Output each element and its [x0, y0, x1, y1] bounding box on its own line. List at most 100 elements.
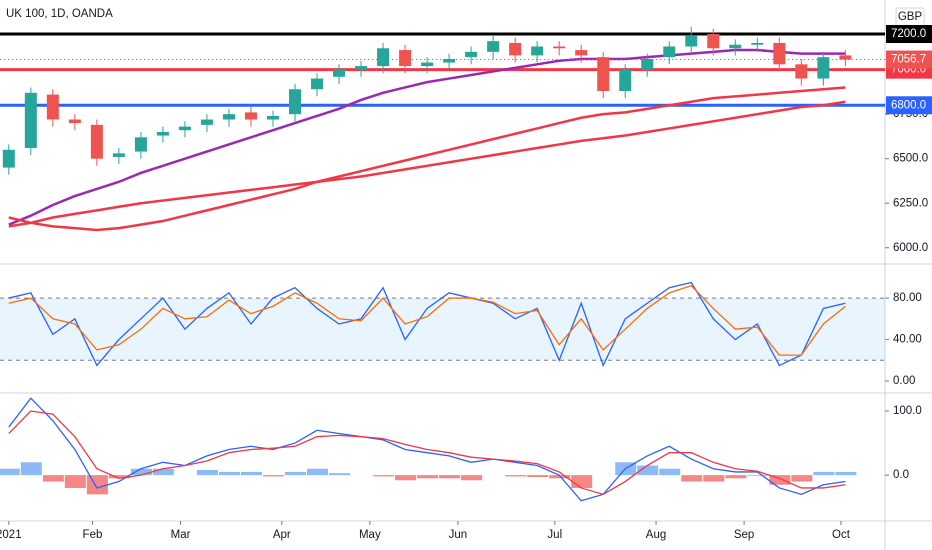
candle-body: [2, 149, 15, 168]
histogram-bar: [461, 475, 483, 481]
histogram-bar: [64, 475, 86, 488]
candle-body: [156, 131, 169, 136]
histogram-bar: [835, 471, 857, 476]
candle-body: [773, 42, 786, 65]
histogram-bar: [0, 468, 20, 476]
histogram-bar: [285, 471, 306, 476]
candle-body: [597, 57, 610, 92]
candle-body: [553, 46, 566, 49]
candle-body: [289, 89, 301, 115]
series-line: [8, 281, 846, 368]
candle-body: [377, 48, 390, 67]
histogram-bar: [307, 468, 329, 476]
y-tick-label: 0.00: [893, 375, 915, 387]
x-tick-label: Feb: [83, 529, 103, 541]
histogram-bar: [86, 475, 108, 495]
histogram-bar: [130, 468, 152, 476]
y-tick-label: 0.0: [893, 469, 909, 481]
candle-body: [90, 124, 103, 159]
candle-body: [839, 55, 852, 60]
candle-body: [443, 58, 456, 63]
candle-body: [729, 44, 742, 49]
candle-body: [46, 94, 59, 120]
y-tick-label: 6000.0: [893, 242, 928, 254]
histogram-bar: [152, 468, 174, 476]
candle-body: [641, 58, 654, 70]
histogram-bar: [395, 475, 417, 481]
candle-body: [619, 69, 632, 92]
histogram-bar: [813, 471, 835, 476]
candle-body: [663, 46, 676, 58]
candle-body: [399, 50, 412, 67]
histogram-bar: [218, 471, 240, 476]
level-badge: [886, 96, 932, 115]
level-label: 6800.0: [891, 99, 926, 111]
series-line: [8, 100, 846, 228]
y-tick-label: 40.00: [893, 334, 922, 346]
histogram-bar: [262, 475, 284, 477]
candle-body: [685, 35, 698, 47]
candle-body: [707, 34, 720, 49]
candle-body: [487, 41, 500, 52]
x-tick-label: Apr: [273, 529, 291, 541]
y-tick-label: 6500.0: [893, 153, 928, 165]
histogram-bar: [108, 475, 130, 479]
candle-body: [200, 119, 213, 125]
candle-body: [68, 119, 81, 124]
level-label: 7200.0: [891, 28, 926, 40]
candle-body: [795, 64, 808, 79]
candle-body: [355, 66, 368, 70]
level-badge: [886, 25, 932, 44]
candle-body: [421, 62, 434, 67]
x-tick-label: May: [359, 529, 381, 541]
x-tick-label: Jun: [449, 529, 468, 541]
candle-body: [333, 69, 346, 77]
candle-body: [509, 42, 522, 56]
currency: GBP: [898, 11, 923, 23]
histogram-bar: [659, 468, 681, 476]
candle-body: [266, 115, 279, 120]
candle-body: [178, 126, 191, 131]
histogram-bar: [527, 475, 549, 478]
candle-body: [244, 112, 257, 120]
series-line: [8, 48, 846, 226]
histogram-bar: [505, 475, 527, 477]
histogram-bar: [240, 471, 262, 476]
histogram-bar: [329, 473, 351, 476]
histogram-bar: [549, 475, 571, 479]
x-tick-label: 2021: [0, 529, 22, 541]
chart-title: UK 100, 1D, OANDA: [6, 8, 113, 20]
histogram-bar: [439, 475, 461, 479]
histogram-bar: [725, 475, 747, 479]
histogram-bar: [637, 465, 659, 476]
candle-body: [531, 46, 544, 56]
series-line: [8, 284, 846, 356]
x-tick-label: Jul: [547, 529, 562, 541]
series-line: [8, 86, 846, 232]
x-tick-label: Sep: [734, 529, 754, 541]
candle-body: [112, 153, 125, 157]
candle-body: [817, 57, 830, 79]
histogram-bar: [196, 470, 218, 476]
last-price-label: 7056.7: [891, 54, 926, 66]
histogram-bar: [571, 475, 593, 488]
histogram-bar: [747, 475, 769, 476]
candle-body: [24, 92, 37, 149]
x-tick-label: Oct: [832, 529, 851, 541]
x-tick-label: Mar: [171, 529, 191, 541]
candle-body: [465, 51, 478, 58]
histogram-bar: [42, 475, 64, 482]
candle-body: [751, 42, 764, 45]
candle-body: [134, 137, 147, 152]
y-tick-label: 100.0: [893, 405, 922, 417]
candle-body: [575, 50, 588, 56]
candle-body: [311, 78, 324, 90]
histogram-bar: [417, 475, 439, 479]
candle-body: [222, 114, 235, 120]
series-line: [8, 410, 846, 496]
histogram-bar: [20, 462, 42, 476]
histogram-bar: [373, 475, 395, 477]
